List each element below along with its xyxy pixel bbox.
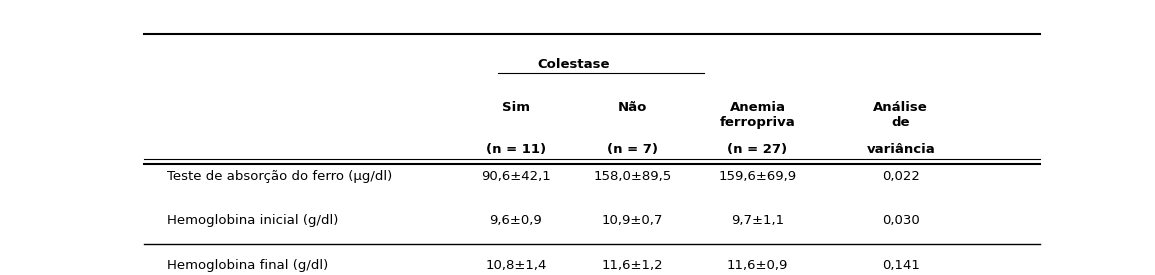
Text: Teste de absorção do ferro (μg/dl): Teste de absorção do ferro (μg/dl): [166, 170, 392, 183]
Text: 90,6±42,1: 90,6±42,1: [480, 170, 551, 183]
Text: (n = 11): (n = 11): [486, 143, 546, 156]
Text: Hemoglobina final (g/dl): Hemoglobina final (g/dl): [166, 258, 328, 271]
Text: 0,141: 0,141: [881, 258, 919, 271]
Text: (n = 7): (n = 7): [606, 143, 657, 156]
Text: 9,6±0,9: 9,6±0,9: [490, 214, 542, 227]
Text: 10,9±0,7: 10,9±0,7: [602, 214, 663, 227]
Text: Hemoglobina inicial (g/dl): Hemoglobina inicial (g/dl): [166, 214, 338, 227]
Text: 9,7±1,1: 9,7±1,1: [731, 214, 784, 227]
Text: Colestase: Colestase: [538, 58, 610, 72]
Text: Anemia
ferropriva: Anemia ferropriva: [720, 101, 796, 129]
Text: 0,022: 0,022: [881, 170, 919, 183]
Text: 0,030: 0,030: [882, 214, 919, 227]
Text: variância: variância: [866, 143, 936, 156]
Text: 158,0±89,5: 158,0±89,5: [594, 170, 671, 183]
Text: (n = 27): (n = 27): [728, 143, 788, 156]
Text: 159,6±69,9: 159,6±69,9: [718, 170, 797, 183]
Text: Sim: Sim: [502, 101, 530, 114]
Text: 10,8±1,4: 10,8±1,4: [485, 258, 546, 271]
Text: Não: Não: [618, 101, 647, 114]
Text: 11,6±0,9: 11,6±0,9: [726, 258, 788, 271]
Text: Análise
de: Análise de: [873, 101, 929, 129]
Text: 11,6±1,2: 11,6±1,2: [602, 258, 663, 271]
